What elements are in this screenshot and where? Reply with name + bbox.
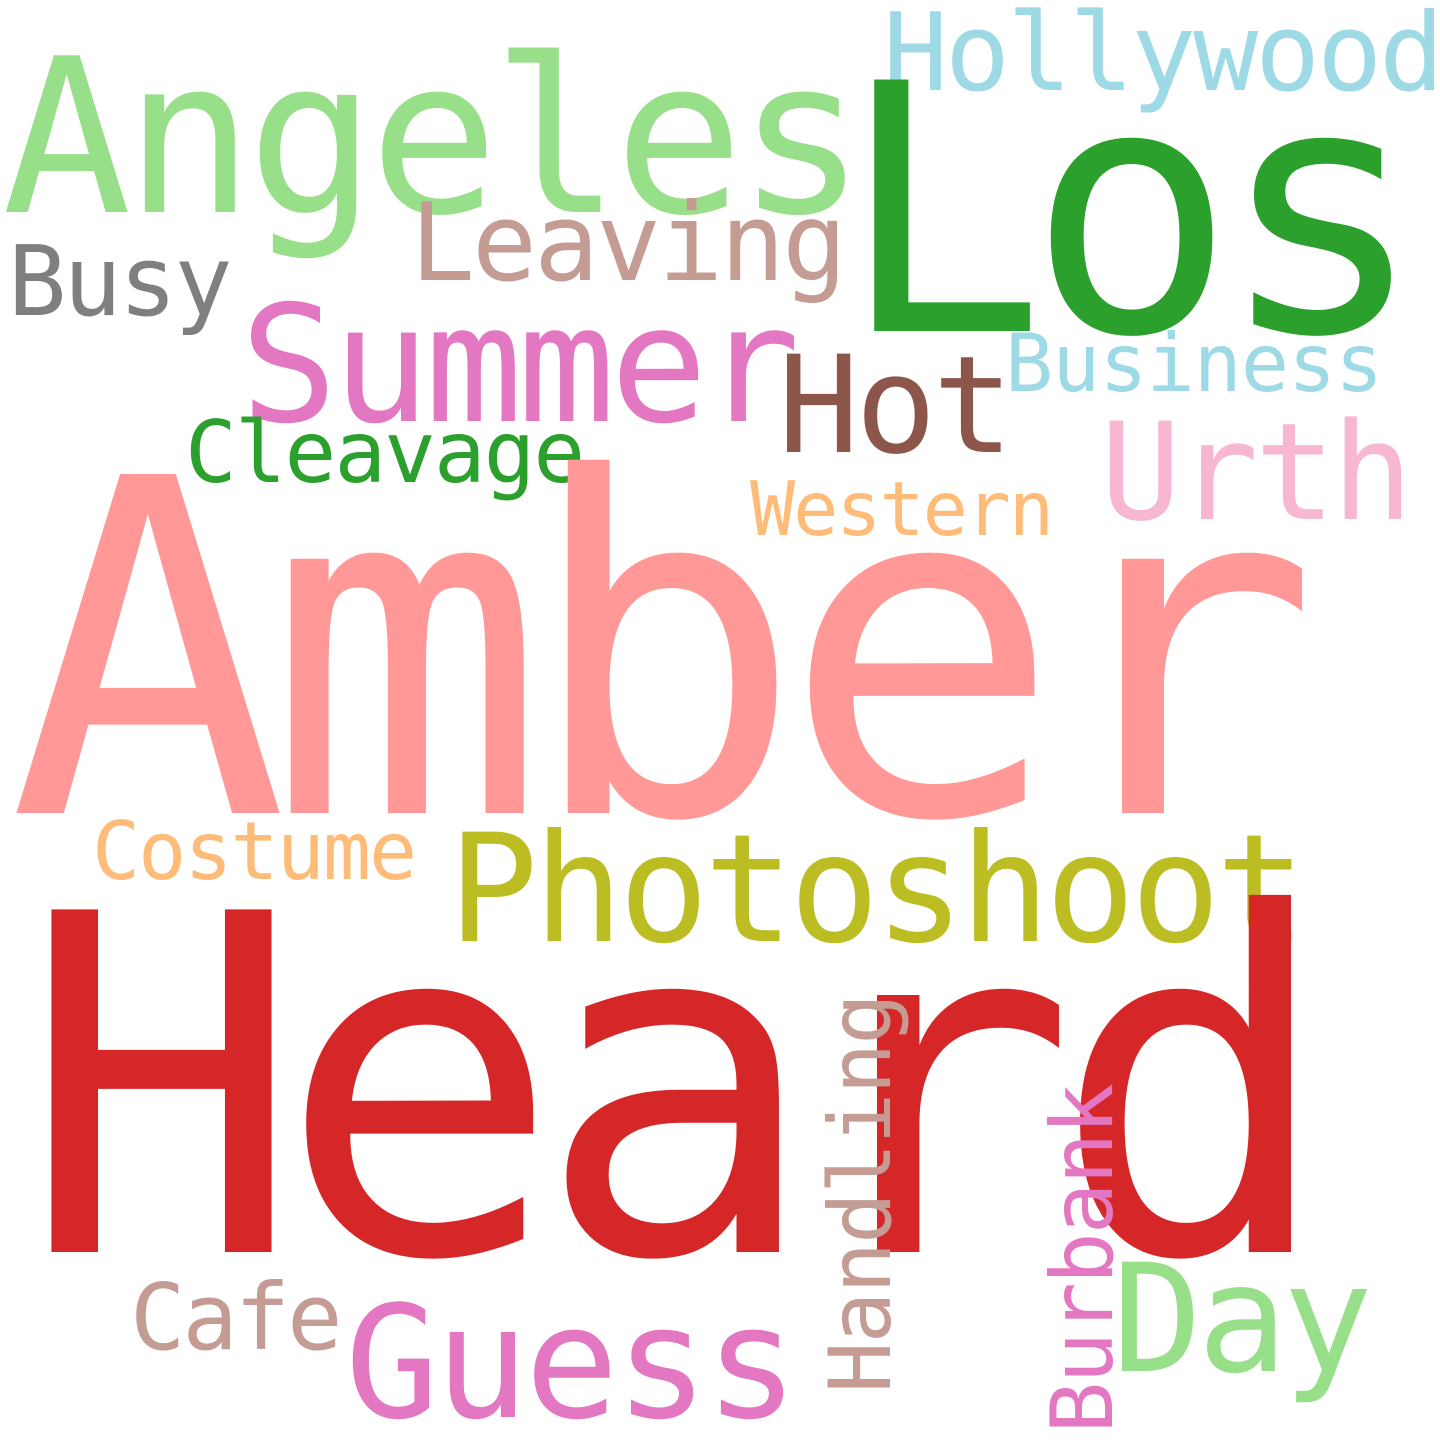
word-photoshoot: Photoshoot xyxy=(448,803,1306,977)
word-summer: Summer xyxy=(240,272,800,460)
word-amber: Amber xyxy=(8,381,1320,923)
word-business: Business xyxy=(1005,317,1383,410)
word-angeles: Angeles xyxy=(2,12,866,263)
word-hollywood: Hollywood xyxy=(883,0,1440,116)
word-heard: Heard xyxy=(20,816,1335,1363)
word-urth: Urth xyxy=(1100,394,1413,551)
word-cafe: Cafe xyxy=(130,1264,343,1371)
word-cleavage: Cleavage xyxy=(185,403,585,503)
word-leaving: Leaving xyxy=(410,181,847,306)
word-handling: Handling xyxy=(811,995,911,1394)
word-costume: Costume xyxy=(92,805,417,898)
word-guess: Guess xyxy=(345,1272,799,1440)
word-western: Western xyxy=(750,465,1054,553)
word-hot: Hot xyxy=(778,327,1014,484)
word-day: Day xyxy=(1112,1233,1373,1407)
word-busy: Busy xyxy=(8,225,233,338)
word-los: Los xyxy=(838,12,1425,413)
